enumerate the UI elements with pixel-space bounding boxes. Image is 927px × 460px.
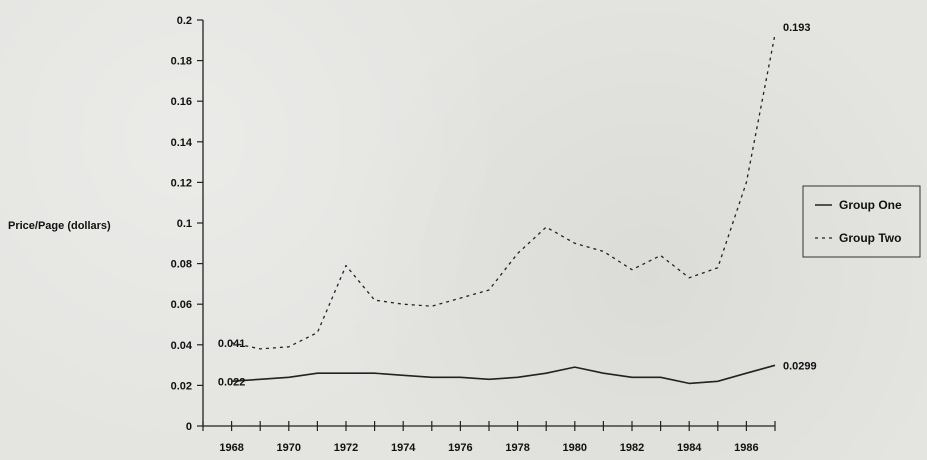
legend-label-group-two: Group Two	[839, 231, 901, 245]
y-tick-label: 0.02	[171, 380, 192, 392]
y-tick-label: 0.04	[171, 340, 193, 352]
y-axis-title: Price/Page (dollars)	[8, 220, 111, 232]
data-label: 0.041	[218, 338, 246, 350]
x-tick-label: 1974	[391, 442, 416, 454]
y-tick-label: 0.08	[171, 259, 192, 271]
data-label: 0.0299	[783, 360, 817, 372]
y-tick-label: 0.16	[171, 96, 192, 108]
legend: Group One Group Two	[802, 185, 921, 258]
x-tick-label: 1978	[505, 442, 529, 454]
y-tick-label: 0.06	[171, 299, 192, 311]
y-tick-label: 0	[186, 421, 192, 433]
data-label: 0.022	[218, 376, 246, 388]
y-tick-label: 0.14	[171, 137, 193, 149]
y-tick-label: 0.12	[171, 177, 192, 189]
x-tick-label: 1984	[677, 442, 702, 454]
series-line-group-two	[231, 34, 776, 350]
x-tick-label: 1968	[219, 442, 243, 454]
legend-box	[802, 185, 921, 258]
x-tick-label: 1976	[448, 442, 472, 454]
x-tick-label: 1972	[334, 442, 358, 454]
x-tick-label: 1986	[734, 442, 758, 454]
x-tick-label: 1982	[620, 442, 644, 454]
axes: 0 0.02 0.04 0.06 0.08 0.1 0.12 0.14 0.16 0.18 0.2 1…	[171, 15, 776, 454]
series-line-group-one	[231, 364, 776, 385]
data-label: 0.193	[783, 22, 811, 34]
y-tick-label: 0.18	[171, 56, 192, 68]
x-tick-label: 1980	[563, 442, 587, 454]
series-layer	[231, 34, 776, 385]
legend-label-group-one: Group One	[839, 198, 902, 212]
x-tick-label: 1970	[277, 442, 301, 454]
y-tick-label: 0.1	[177, 218, 192, 230]
y-tick-label: 0.2	[177, 15, 192, 27]
data-labels: 0.041 0.022 0.193 0.0299	[218, 22, 817, 388]
